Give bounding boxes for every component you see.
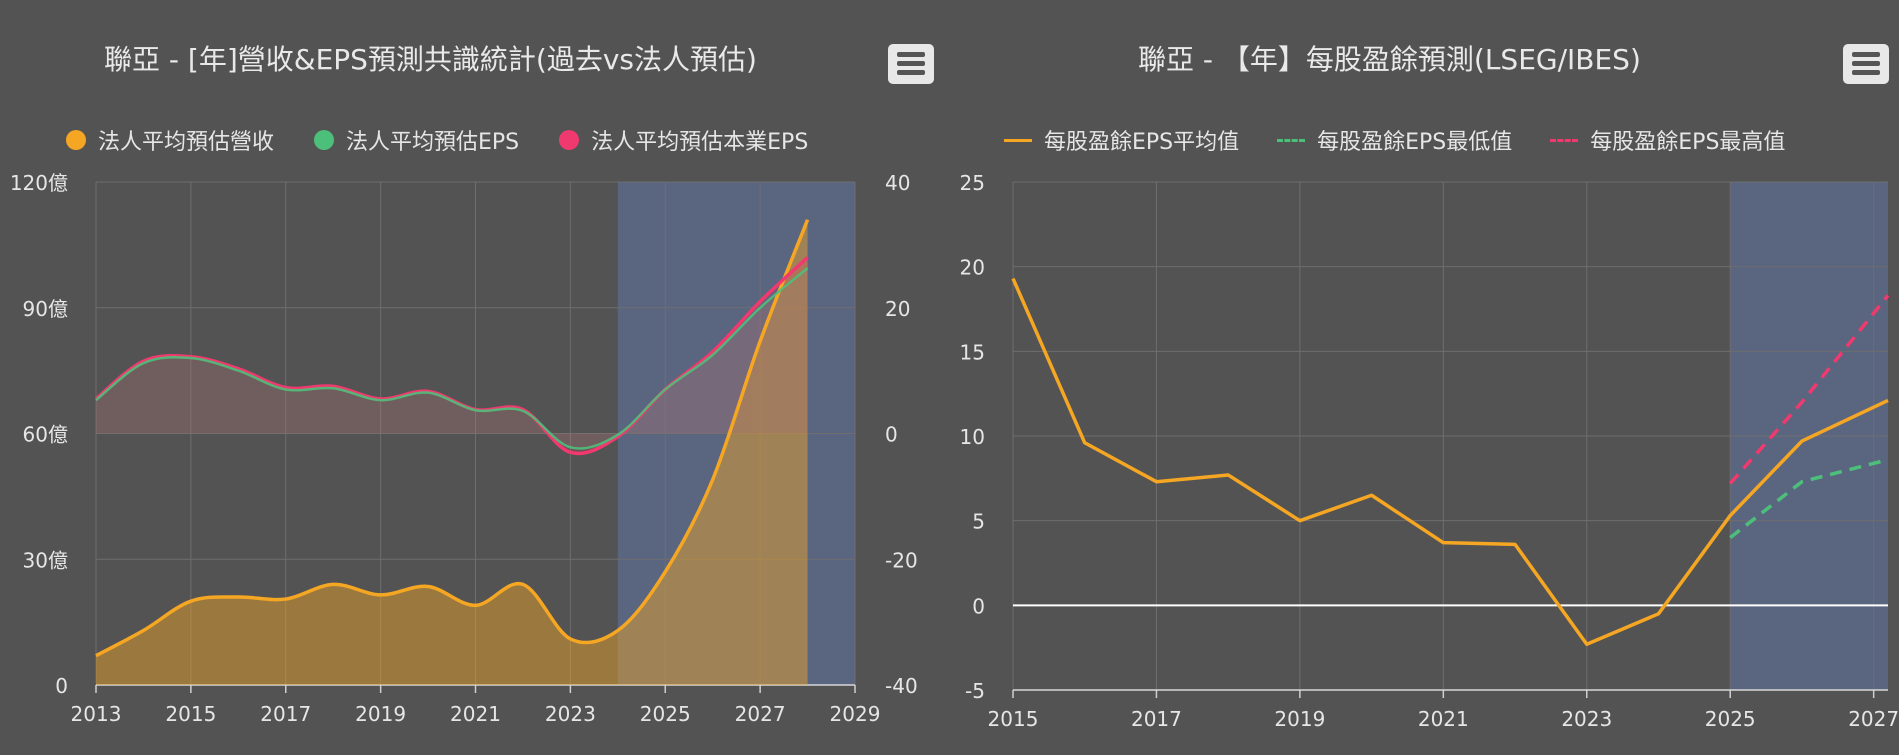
eps-line xyxy=(95,267,809,450)
legend-marker-eps xyxy=(314,130,335,150)
y-right-tick-label: -20 xyxy=(885,548,918,572)
x-tick-label: 2023 xyxy=(545,702,596,726)
right-legend: 每股盈餘EPS平均值 每股盈餘EPS最低值 每股盈餘EPS最高值 xyxy=(1004,124,1785,156)
revenue-line xyxy=(95,219,810,658)
legend-label: 法人平均預估EPS xyxy=(346,130,520,155)
legend-label: 法人平均預估營收 xyxy=(98,130,275,155)
hamburger-icon xyxy=(897,52,925,57)
x-tick-label: 2017 xyxy=(260,702,311,726)
legend-item-eps[interactable]: 法人平均預估EPS xyxy=(314,124,519,156)
x-tick-label: 2023 xyxy=(1561,707,1612,731)
hamburger-icon xyxy=(1852,61,1880,66)
y-left-tick-label: 90億 xyxy=(23,297,68,321)
legend-label: 每股盈餘EPS平均值 xyxy=(1044,130,1240,155)
legend-marker-eps-high xyxy=(1550,138,1579,142)
y-tick-label: 25 xyxy=(960,171,985,195)
legend-marker-eps-low xyxy=(1277,138,1306,142)
hamburger-icon xyxy=(897,61,925,66)
x-tick-label: 2027 xyxy=(1848,707,1899,731)
y-tick-label: 5 xyxy=(972,510,985,534)
y-tick-label: 0 xyxy=(972,594,985,618)
eps-avg-line xyxy=(1011,277,1889,647)
legend-label: 法人平均預估本業EPS xyxy=(591,130,809,155)
y-left-tick-label: 120億 xyxy=(10,171,68,195)
y-right-tick-label: 40 xyxy=(885,171,910,195)
legend-item-revenue[interactable]: 法人平均預估營收 xyxy=(66,124,274,156)
left-chart-title: 聯亞 - [年]營收&EPS預測共識統計(過去vs法人預估) xyxy=(104,43,757,76)
x-tick-label: 2015 xyxy=(988,707,1039,731)
revenue-area xyxy=(96,219,808,685)
y-tick-label: 10 xyxy=(960,425,985,449)
y-right-tick-label: -40 xyxy=(885,674,918,698)
hamburger-icon xyxy=(1852,52,1880,57)
left-chart-menu-button[interactable] xyxy=(888,44,934,84)
y-tick-label: 15 xyxy=(960,340,985,364)
x-tick-label: 2025 xyxy=(1705,707,1756,731)
eps-area xyxy=(96,268,808,449)
legend-item-core-eps[interactable]: 法人平均預估本業EPS xyxy=(559,124,808,156)
legend-item-eps-avg[interactable]: 每股盈餘EPS平均值 xyxy=(1004,124,1239,156)
y-left-tick-label: 0 xyxy=(55,674,68,698)
legend-label: 每股盈餘EPS最高值 xyxy=(1590,130,1786,155)
legend-item-eps-high[interactable]: 每股盈餘EPS最高值 xyxy=(1550,124,1785,156)
right-chart-title: 聯亞 - 【年】每股盈餘預測(LSEG/IBES) xyxy=(1138,43,1641,76)
legend-marker-eps-avg xyxy=(1004,138,1032,142)
left-legend: 法人平均預估營收 法人平均預估EPS 法人平均預估本業EPS xyxy=(66,124,808,156)
x-tick-label: 2021 xyxy=(1418,707,1469,731)
x-tick-label: 2017 xyxy=(1131,707,1182,731)
x-tick-label: 2013 xyxy=(71,702,122,726)
legend-item-eps-low[interactable]: 每股盈餘EPS最低值 xyxy=(1277,124,1512,156)
right-chart-menu-button[interactable] xyxy=(1843,44,1889,84)
y-left-tick-label: 30億 xyxy=(23,548,68,572)
x-tick-label: 2015 xyxy=(165,702,216,726)
legend-marker-core-eps xyxy=(559,130,580,150)
y-tick-label: -5 xyxy=(965,679,985,703)
hamburger-icon xyxy=(1852,70,1880,75)
x-tick-label: 2019 xyxy=(355,702,406,726)
x-tick-label: 2029 xyxy=(830,702,881,726)
core-eps-area xyxy=(96,257,808,454)
hamburger-icon xyxy=(897,70,925,75)
legend-marker-revenue xyxy=(66,130,86,150)
legend-label: 每股盈餘EPS最低值 xyxy=(1317,130,1513,155)
x-tick-label: 2019 xyxy=(1274,707,1325,731)
y-right-tick-label: 0 xyxy=(885,423,898,447)
y-right-tick-label: 20 xyxy=(885,297,910,321)
eps-low-line xyxy=(1729,458,1889,539)
x-tick-label: 2027 xyxy=(735,702,786,726)
x-tick-label: 2021 xyxy=(450,702,501,726)
y-left-tick-label: 60億 xyxy=(23,423,68,447)
x-tick-label: 2025 xyxy=(640,702,691,726)
y-tick-label: 20 xyxy=(960,256,985,280)
eps-high-line xyxy=(1728,294,1890,485)
